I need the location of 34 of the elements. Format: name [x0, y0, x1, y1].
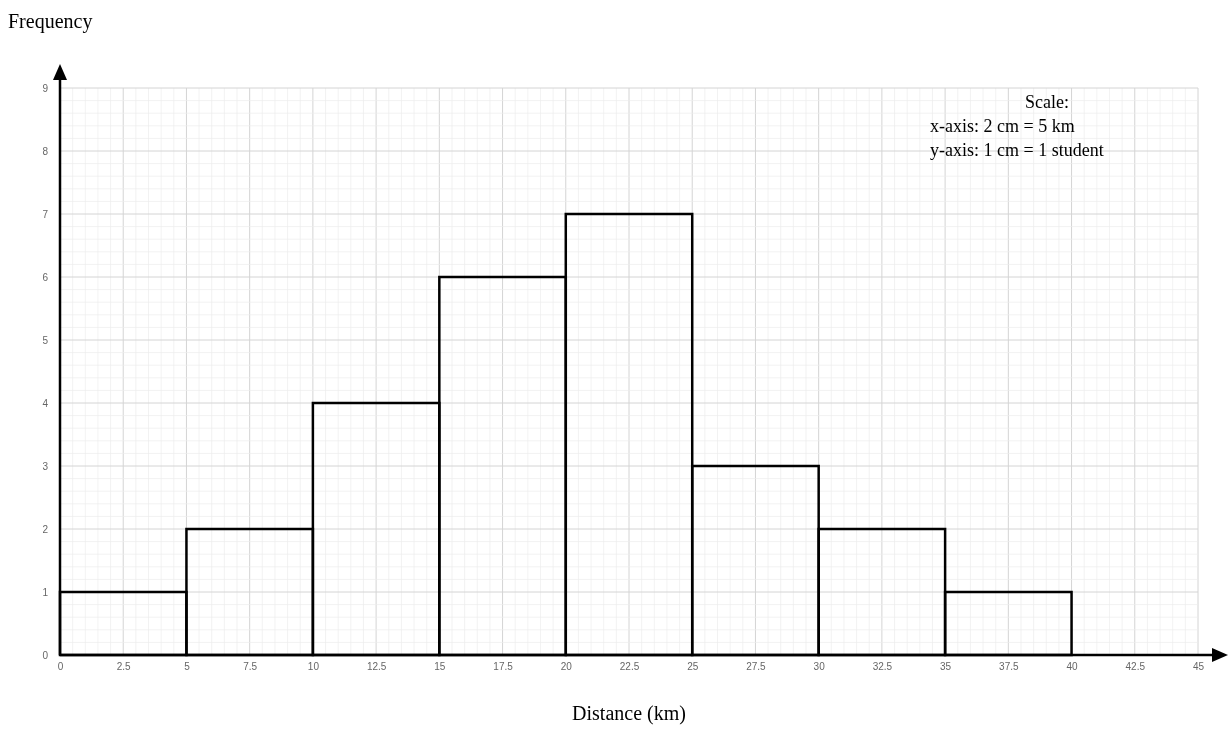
x-tick-label: 30 [813, 661, 826, 673]
y-tick-label: 7 [42, 208, 49, 220]
x-tick-label: 37.5 [999, 661, 1019, 673]
annotation: x-axis: 2 cm = 5 km [930, 116, 1075, 136]
x-tick-label: 45 [1192, 661, 1205, 673]
x-tick-label: 17.5 [493, 661, 514, 673]
x-tick-label: 32.5 [872, 661, 893, 673]
y-tick-label: 6 [42, 271, 49, 283]
y-tick-label: 5 [42, 334, 49, 346]
x-tick-label: 12.5 [366, 661, 387, 673]
x-tick-label: 2.5 [116, 661, 132, 673]
x-tick-label: 35 [940, 661, 952, 673]
x-tick-label: 15 [434, 661, 446, 673]
x-tick-label: 42.5 [1125, 661, 1146, 673]
y-tick-label: 9 [42, 82, 49, 94]
x-tick-label: 5 [184, 661, 191, 673]
x-tick-label: 0 [57, 661, 64, 673]
y-tick-label: 0 [42, 649, 49, 661]
x-tick-label: 20 [560, 661, 573, 673]
x-tick-label: 7.5 [243, 661, 258, 673]
x-tick-label: 25 [687, 661, 699, 673]
y-axis-title: Frequency [8, 10, 93, 33]
x-tick-label: 22.5 [619, 661, 640, 673]
y-tick-label: 2 [42, 523, 49, 535]
x-tick-label: 27.5 [746, 661, 767, 673]
x-tick-label: 10 [307, 661, 320, 673]
annotation: Scale: [1025, 92, 1069, 112]
y-tick-label: 8 [42, 145, 49, 157]
y-tick-label: 4 [42, 397, 49, 409]
y-tick-label: 3 [42, 460, 49, 472]
x-axis-title: Distance (km) [572, 702, 686, 725]
x-tick-label: 40 [1066, 661, 1079, 673]
y-tick-label: 1 [42, 586, 49, 598]
annotation: y-axis: 1 cm = 1 student [930, 140, 1104, 160]
